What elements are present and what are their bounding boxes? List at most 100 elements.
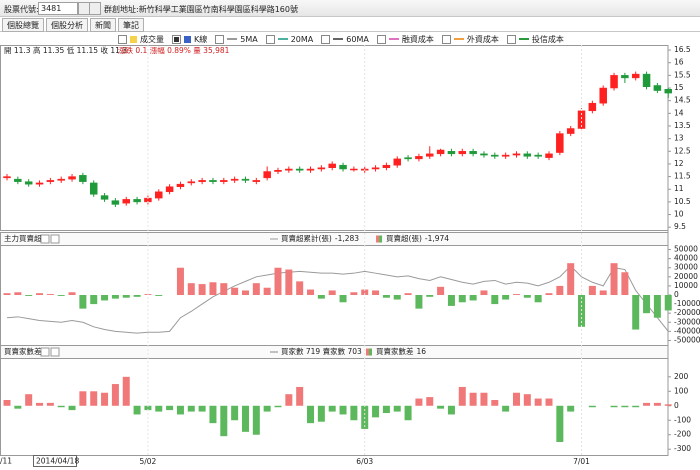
legend-item[interactable]: 外資成本 — [441, 34, 499, 45]
tab[interactable]: 個股分析 — [46, 18, 88, 32]
bar — [556, 405, 564, 442]
legend-item[interactable]: 5MA — [215, 34, 258, 44]
checkbox[interactable] — [118, 34, 127, 44]
tab[interactable]: 個股總覽 — [2, 18, 44, 32]
legend-label: 買賣家數差 — [376, 346, 414, 356]
bar — [25, 295, 33, 296]
bar — [339, 405, 347, 415]
y-tick-label: 13 — [674, 134, 684, 143]
candle-body — [501, 154, 510, 157]
legend-item[interactable]: 融資成本 — [376, 34, 434, 45]
candle-body — [328, 163, 336, 168]
candle-body — [14, 178, 22, 182]
bar — [231, 287, 239, 295]
legend-label: K線 — [194, 34, 208, 44]
bar — [447, 295, 455, 306]
candle-body — [79, 175, 87, 182]
bar — [653, 295, 661, 318]
bar — [176, 405, 184, 415]
edge-label: /11 — [0, 457, 12, 466]
legend-item[interactable]: 成交量 — [118, 34, 164, 45]
bar — [491, 295, 499, 305]
checkbox[interactable] — [265, 34, 275, 44]
bar — [68, 405, 76, 411]
bar — [632, 295, 640, 330]
checkbox[interactable] — [172, 34, 181, 44]
candle-body — [404, 157, 412, 160]
bar — [187, 405, 195, 412]
bar — [36, 293, 44, 295]
candle-body — [176, 183, 185, 187]
candle-body — [664, 89, 672, 94]
tab[interactable]: 筆記 — [118, 18, 144, 32]
legend-icon — [453, 38, 464, 40]
checkbox[interactable] — [441, 34, 451, 44]
candle-body — [230, 178, 239, 181]
checkbox[interactable] — [376, 34, 386, 44]
panel-dropdown[interactable] — [40, 234, 50, 244]
y-tick-label: 12.5 — [674, 146, 691, 155]
bar — [491, 399, 499, 406]
legend-item[interactable]: 60MA — [321, 34, 369, 44]
candle-body — [209, 180, 217, 182]
bar — [404, 405, 412, 421]
bar — [502, 405, 510, 412]
tab[interactable]: 新聞 — [90, 18, 116, 32]
legend-icon — [366, 348, 369, 356]
bar — [610, 405, 618, 408]
candle-body — [523, 153, 532, 157]
legend-label: 外資成本 — [466, 34, 499, 44]
checkbox[interactable] — [215, 34, 225, 44]
bar — [556, 285, 564, 295]
dropdown-button[interactable] — [89, 2, 101, 15]
bar — [610, 263, 618, 295]
bar — [599, 290, 607, 295]
bar — [588, 285, 596, 295]
quote-change: 漲跌 0.1 漲幅 0.89% 量 35,981 — [118, 45, 230, 55]
flow-panel — [0, 245, 669, 346]
bar — [415, 295, 423, 309]
candle-body — [306, 168, 315, 171]
legend-item[interactable]: 投信成本 — [506, 34, 564, 45]
candle-body — [339, 164, 347, 170]
bar — [79, 295, 87, 309]
panel-dropdown[interactable] — [40, 347, 50, 357]
checkbox[interactable] — [321, 34, 331, 44]
bar — [209, 282, 217, 295]
candle-body — [198, 180, 206, 182]
legend-label: 買賣超(張) — [386, 233, 422, 243]
x-tick-label: 5/02 — [139, 457, 156, 466]
candle-body — [436, 149, 445, 155]
legend-note: 買家數 719 賣家數 703 — [281, 346, 362, 356]
bar — [437, 405, 445, 409]
code-input[interactable]: 3481 — [38, 2, 78, 15]
bar — [274, 405, 282, 408]
candle-body — [621, 75, 629, 79]
y-tick-label: 0 — [674, 401, 679, 410]
bar — [90, 391, 98, 406]
legend-icon — [227, 38, 238, 40]
help-icon[interactable] — [50, 347, 60, 357]
bar — [220, 283, 228, 295]
bar — [588, 405, 596, 408]
bar — [285, 394, 293, 406]
help-icon[interactable] — [50, 234, 60, 244]
legend-item[interactable]: K線 — [172, 34, 207, 45]
candle-body — [426, 153, 434, 157]
price-panel — [0, 45, 669, 231]
candle-body — [512, 153, 521, 156]
bar — [372, 405, 380, 418]
y-tick-label: 16 — [674, 58, 684, 67]
y-tick-label: 10.5 — [674, 197, 691, 206]
candle-body — [653, 85, 662, 91]
legend-label: 60MA — [346, 34, 369, 44]
bar — [480, 290, 488, 295]
legend-item[interactable]: 20MA — [265, 34, 313, 44]
bar — [3, 399, 11, 406]
candle-body — [220, 180, 228, 182]
y-tick-label: 0 — [674, 290, 679, 299]
bar — [241, 405, 249, 432]
checkbox[interactable] — [506, 34, 516, 44]
legend-icon — [388, 38, 399, 40]
